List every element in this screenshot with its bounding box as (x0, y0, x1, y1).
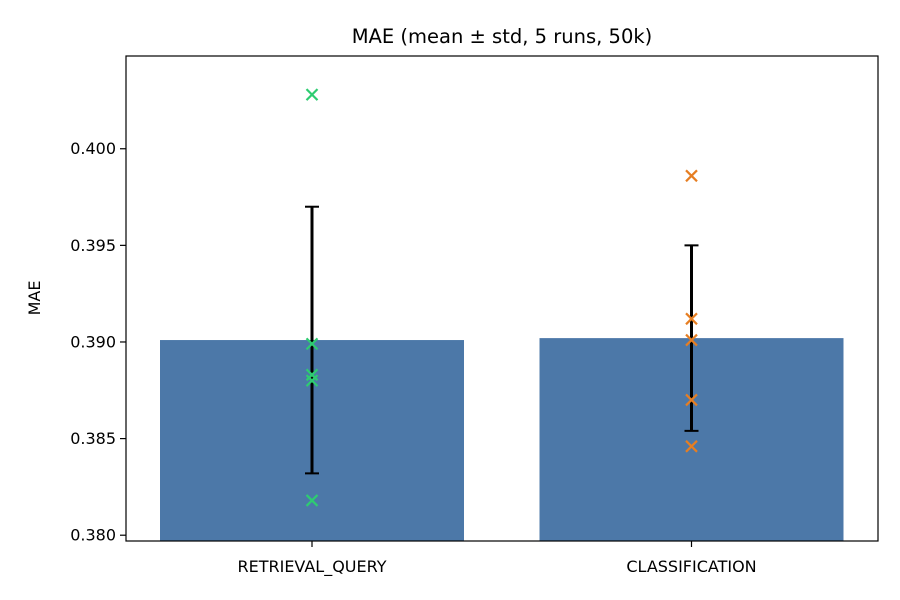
run-marker-retrieval-query-2 (305, 337, 319, 351)
run-marker-retrieval-query-1 (305, 88, 319, 101)
y-tick-label: 0.390 (70, 332, 116, 351)
plot-area: 0.380 0.385 0.390 0.395 0.400 RETRIEVAL_QUERY… (70, 88, 844, 577)
x-tick-label: RETRIEVAL_QUERY (237, 557, 386, 577)
run-marker-classification-4 (685, 393, 698, 407)
y-tick-label: 0.385 (70, 429, 116, 448)
chart-title: MAE (mean ± std, 5 runs, 50k) (352, 25, 653, 48)
y-tick-label: 0.380 (70, 526, 116, 545)
run-marker-classification-1 (685, 169, 698, 183)
run-marker-retrieval-query-4 (305, 374, 319, 387)
run-marker-classification-3 (685, 333, 698, 347)
y-tick-label: 0.395 (70, 236, 116, 255)
x-tick-label: CLASSIFICATION (626, 557, 756, 576)
run-marker-classification-5 (685, 440, 698, 453)
plot-frame (125, 55, 879, 542)
run-marker-classification-2 (685, 312, 698, 326)
run-marker-retrieval-query-5 (305, 494, 319, 507)
y-axis-label: MAE (25, 281, 44, 316)
y-tick-label: 0.400 (70, 139, 116, 158)
